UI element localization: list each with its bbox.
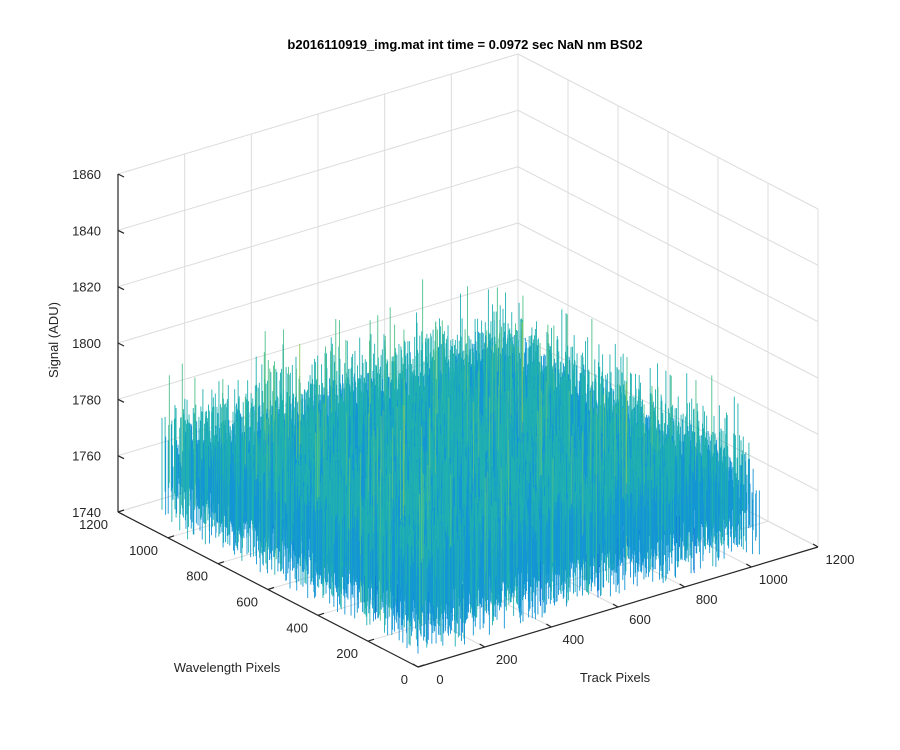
side-wall-grid-line bbox=[517, 222, 819, 379]
side-wall-grid-line bbox=[517, 53, 819, 210]
back-wall-grid-line bbox=[117, 53, 519, 175]
back-wall-grid-line bbox=[117, 109, 519, 231]
back-wall-grid-line bbox=[117, 278, 519, 400]
back-wall-grid-line bbox=[117, 166, 519, 288]
surface-mesh bbox=[161, 279, 760, 654]
side-wall-grid-line bbox=[517, 166, 819, 323]
side-wall-grid-line bbox=[517, 109, 819, 266]
back-wall-grid-line bbox=[117, 222, 519, 344]
side-wall-grid-line bbox=[517, 278, 819, 435]
